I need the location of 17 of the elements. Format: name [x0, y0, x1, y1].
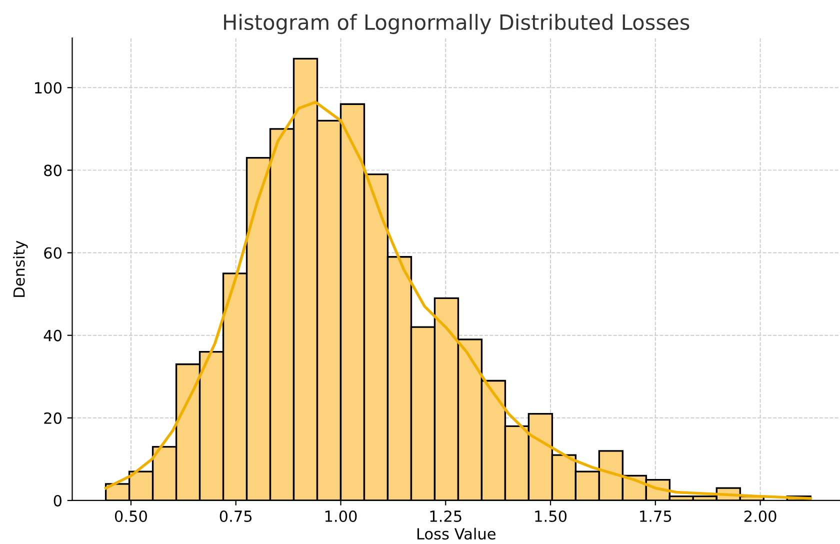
x-tick-label: 1.00: [325, 510, 357, 522]
y-axis-title: Density: [13, 240, 28, 297]
x-tick-label: 2.00: [744, 510, 776, 522]
y-tick-label: 100: [35, 82, 62, 94]
x-tick-label: 0.75: [220, 510, 252, 522]
y-tick-label: 80: [44, 164, 62, 176]
line-series: [104, 100, 812, 500]
chart-title: Histogram of Lognormally Distributed Losses: [224, 14, 690, 34]
y-tick-label: 20: [44, 412, 62, 424]
y-tick-label: 60: [44, 247, 62, 259]
y-tick-label: 40: [44, 330, 62, 342]
x-axis-title: Loss Value: [417, 528, 496, 540]
x-tick-label: 0.50: [114, 510, 147, 522]
x-tick-label: 1.25: [430, 510, 462, 522]
x-tick-label: 1.75: [640, 510, 672, 522]
x-tick-label: 1.50: [535, 510, 567, 522]
y-tick-label: 0: [54, 494, 62, 506]
